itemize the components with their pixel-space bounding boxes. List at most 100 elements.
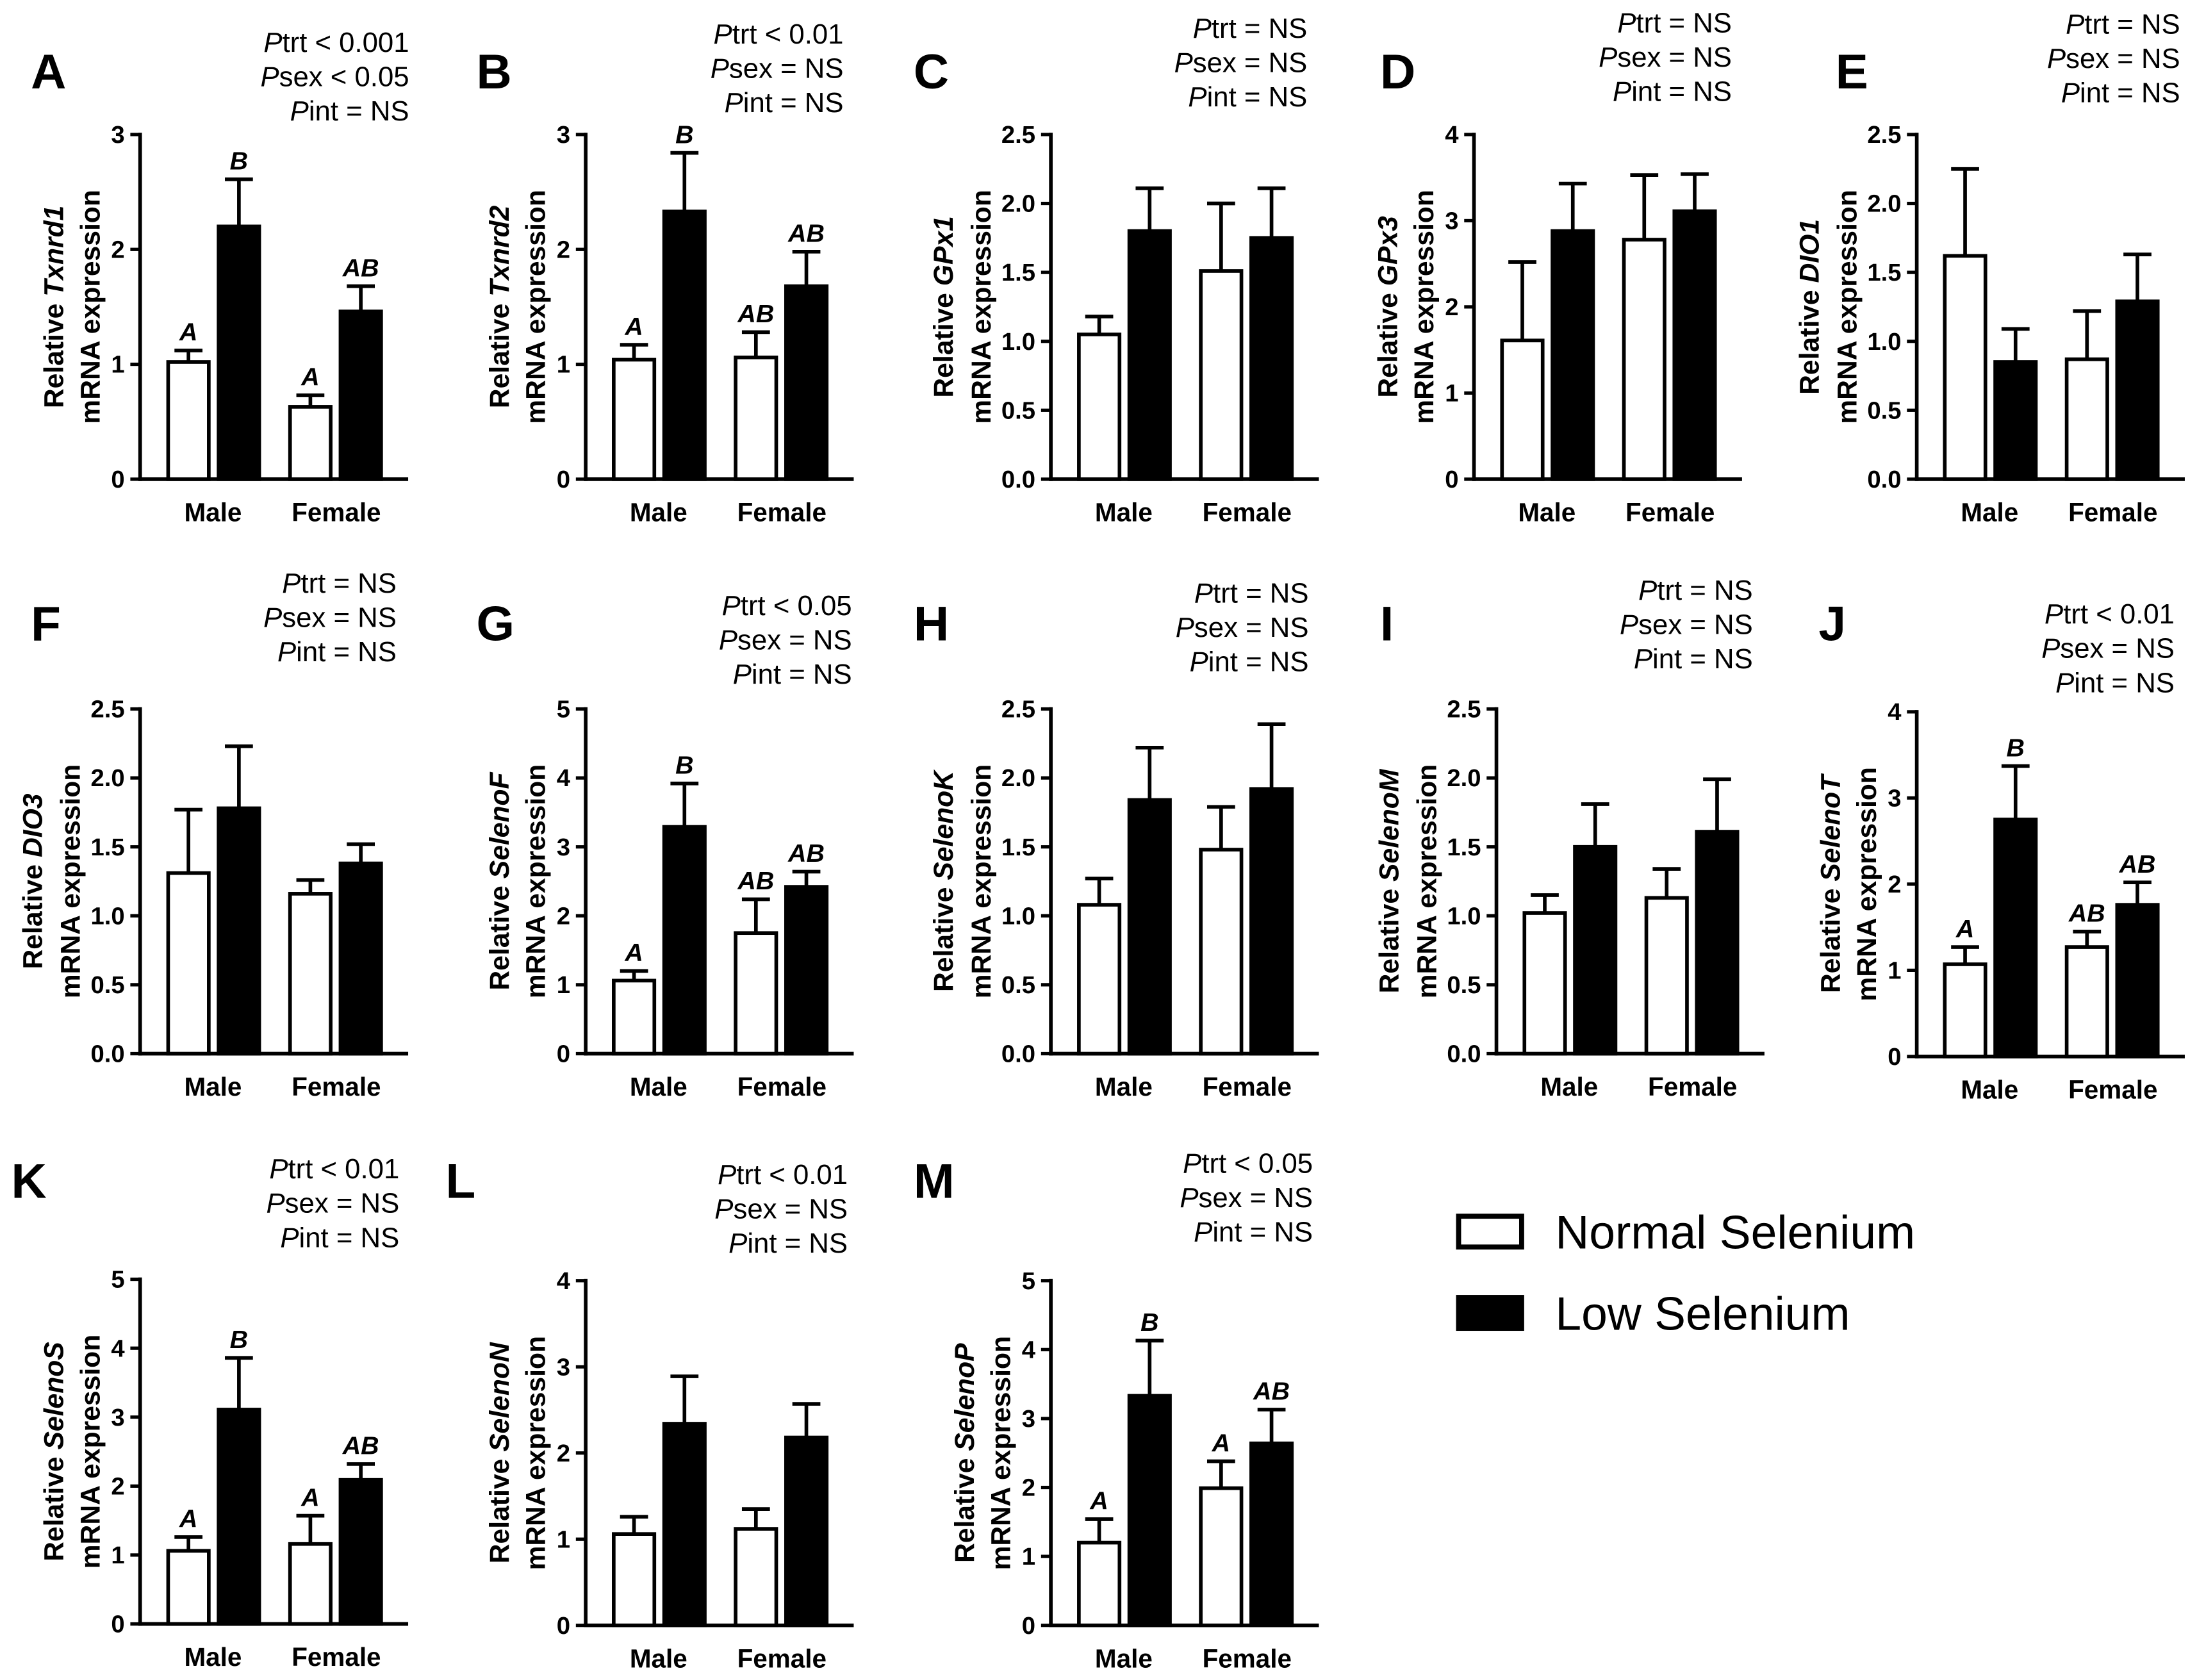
legend-label-low-selenium: Low Selenium (1555, 1287, 1850, 1340)
panel-letter: C (914, 45, 949, 99)
significance-letter-male-low-selenium: B (230, 147, 248, 176)
y-tick-label: 2.0 (1001, 764, 1035, 792)
stat-text: sex = NS (1617, 42, 1732, 73)
stat-line-1: Psex < 0.05 (260, 61, 409, 92)
y-axis-label-prefix: Relative (484, 885, 515, 991)
bar-female-normal-selenium (288, 1542, 333, 1626)
significance-letter-female-normal-selenium: A (300, 1483, 319, 1511)
significance-letter-male-normal-selenium: A (179, 318, 197, 347)
y-axis-label-gene: SelenoT (1815, 773, 1846, 882)
y-axis-label-line2: mRNA expression (966, 764, 997, 999)
stat-line-1: Psex = NS (714, 1193, 848, 1224)
stat-text: int = NS (2080, 78, 2180, 109)
y-tick-label: 2 (557, 1440, 570, 1467)
bar-male-normal-selenium (1943, 254, 1987, 481)
stat-line-2: Pint = NS (2055, 667, 2175, 698)
stat-line-1: Psex = NS (711, 53, 844, 84)
y-tick-label: 2 (1888, 871, 1901, 898)
bar-male-normal-selenium (1500, 338, 1545, 481)
y-axis-label-prefix: Relative (1815, 889, 1846, 993)
y-tick-label: 2.0 (1001, 190, 1035, 218)
significance-letter-female-normal-selenium: A (1212, 1429, 1230, 1457)
y-tick-label: 2 (111, 236, 124, 263)
y-tick-label: 0 (557, 1041, 570, 1068)
y-tick-label: 2 (557, 236, 570, 263)
bar-female-normal-selenium (288, 405, 333, 481)
x-category-label-female: Female (1625, 497, 1715, 527)
y-tick-label: 1.0 (1001, 328, 1035, 356)
stat-text: trt = NS (1657, 575, 1752, 606)
y-axis-label-gene: SelenoM (1374, 768, 1404, 882)
bar-female-low-selenium (1672, 209, 1717, 481)
x-category-label-male: Male (1095, 1072, 1153, 1101)
y-axis-label-prefix: Relative (928, 887, 959, 992)
x-category-label-male: Male (184, 1642, 242, 1672)
stat-line-0: Ptrt < 0.01 (269, 1153, 399, 1185)
y-tick-label: 0.0 (1447, 1041, 1481, 1068)
stat-p-symbol: P (1176, 612, 1194, 643)
x-category-label-male: Male (1095, 497, 1153, 527)
bar-female-low-selenium (784, 1435, 829, 1627)
bar-male-normal-selenium (612, 358, 657, 481)
panel-letter: D (1380, 45, 1415, 99)
stat-p-symbol: P (263, 602, 282, 634)
y-tick-label: 1.0 (1447, 902, 1481, 930)
y-tick-label: 4 (1888, 698, 1902, 726)
stat-p-symbol: P (725, 87, 743, 119)
y-tick-label: 0 (111, 466, 124, 493)
x-category-label-female: Female (292, 497, 381, 527)
y-tick-label: 4 (557, 1267, 571, 1295)
stat-line-2: Pint = NS (277, 636, 397, 668)
stat-p-symbol: P (2061, 78, 2080, 109)
y-axis-label-prefix: Relative (1795, 290, 1825, 394)
stat-text: int = NS (1631, 76, 1732, 107)
stat-text: sex = NS (729, 53, 844, 84)
bar-male-normal-selenium (1522, 911, 1567, 1056)
stat-line-1: Psex = NS (2047, 43, 2180, 74)
stat-text: sex = NS (282, 602, 397, 634)
stat-text: sex = NS (1198, 1182, 1313, 1214)
x-category-label-female: Female (1203, 1072, 1292, 1101)
y-tick-label: 0 (1022, 1612, 1035, 1640)
stat-text: trt = NS (300, 568, 396, 599)
stat-text: trt < 0.01 (736, 1159, 848, 1190)
bar-female-normal-selenium (1199, 848, 1244, 1056)
y-tick-label: 2.5 (1867, 121, 1901, 149)
stat-text: int = NS (309, 95, 409, 127)
stat-p-symbol: P (1183, 1148, 1201, 1179)
y-tick-label: 3 (557, 121, 570, 149)
stat-text: trt < 0.001 (282, 27, 409, 58)
y-axis-label-line2: mRNA expression (1412, 764, 1443, 999)
y-tick-label: 1 (557, 1526, 570, 1553)
y-tick-label: 1.0 (90, 902, 124, 930)
stat-line-2: Pint = NS (2061, 78, 2180, 109)
legend-label-normal-selenium: Normal Selenium (1555, 1206, 1915, 1258)
y-tick-label: 5 (557, 696, 570, 723)
stat-line-0: Ptrt = NS (282, 568, 397, 599)
y-tick-label: 1 (111, 1542, 124, 1569)
y-tick-label: 3 (1888, 785, 1901, 812)
stat-line-2: Pint = NS (1194, 1217, 1313, 1248)
x-category-label-female: Female (737, 497, 827, 527)
stat-text: trt = NS (2084, 8, 2180, 40)
stat-line-1: Psex = NS (1176, 612, 1309, 643)
stat-p-symbol: P (722, 590, 741, 622)
y-axis-label-gene: GPx1 (928, 216, 959, 286)
y-tick-label: 0 (1445, 466, 1458, 493)
bar-male-normal-selenium (612, 978, 657, 1056)
y-axis-label-gene: Txnrd2 (484, 205, 515, 296)
stat-p-symbol: P (280, 1222, 299, 1253)
stat-p-symbol: P (1174, 47, 1193, 79)
y-tick-label: 4 (111, 1335, 125, 1362)
y-axis-label-line2: mRNA expression (56, 764, 86, 999)
legend-item-normal-selenium: Normal Selenium (1456, 1206, 1915, 1258)
y-tick-label: 1.5 (1001, 834, 1035, 861)
y-axis-label-line2: mRNA expression (75, 1335, 106, 1569)
y-axis-label-gene: DIO1 (1795, 219, 1825, 283)
stat-text: sex = NS (733, 1193, 848, 1224)
y-axis-label-line1: Relative SelenoS (38, 1342, 69, 1561)
significance-letter-female-low-selenium: AB (342, 1432, 379, 1460)
